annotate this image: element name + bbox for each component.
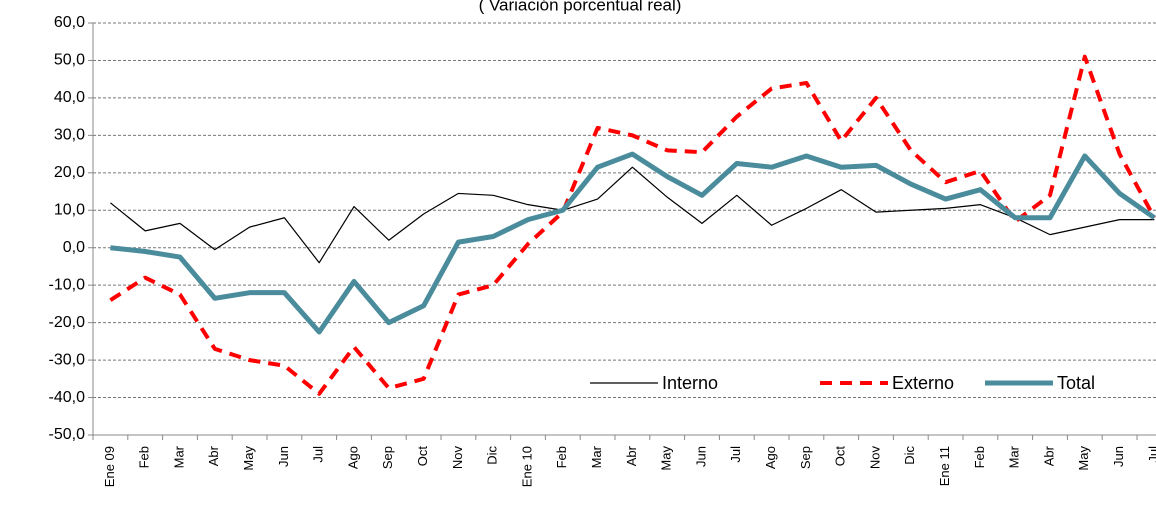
series-line (109, 54, 1156, 396)
x-tick-label: Mar (589, 445, 604, 468)
y-tick-label: -50,0 (49, 426, 86, 443)
y-tick-label: 20,0 (54, 164, 85, 181)
x-tick-label: Jul (311, 446, 326, 463)
y-tick-label: 30,0 (54, 127, 85, 144)
x-tick-label: Ene 10 (519, 446, 534, 487)
x-tick-label: Abr (206, 445, 221, 466)
x-tick-label: Jun (693, 446, 708, 467)
y-tick-label: -20,0 (49, 314, 86, 331)
x-tick-label: Feb (554, 446, 569, 468)
x-tick-label: Jul (1146, 446, 1156, 463)
x-tick-label: Sep (380, 446, 395, 469)
x-tick-label: Mar (171, 445, 186, 468)
legend-label: Externo (892, 373, 954, 393)
y-tick-label: 0,0 (63, 239, 85, 256)
x-tick-label: May (1076, 446, 1091, 471)
x-tick-label: May (659, 446, 674, 471)
x-tick-label: Mar (1007, 445, 1022, 468)
x-tick-label: May (241, 446, 256, 471)
x-tick-label: Oct (415, 446, 430, 467)
x-tick-label: Jun (276, 446, 291, 467)
x-tick-label: Feb (972, 446, 987, 468)
x-tick-label: Ene 11 (937, 446, 952, 486)
y-tick-label: 50,0 (54, 52, 85, 69)
y-tick-label: 60,0 (54, 14, 85, 31)
x-tick-label: Ago (345, 446, 360, 469)
legend-label: Interno (662, 373, 718, 393)
x-tick-label: Dic (485, 446, 500, 465)
x-tick-label: Nov (450, 446, 465, 470)
y-tick-label: 40,0 (54, 89, 85, 106)
series-line (110, 166, 1155, 264)
chart-subtitle: ( Variación porcentual real) (479, 0, 682, 14)
y-tick-label: -10,0 (49, 276, 86, 293)
y-tick-label: -40,0 (49, 389, 86, 406)
x-tick-label: Abr (624, 445, 639, 466)
x-tick-label: Sep (798, 446, 813, 469)
x-tick-label: Feb (137, 446, 152, 468)
x-tick-label: Oct (833, 446, 848, 467)
x-tick-label: Jun (1111, 446, 1126, 467)
series-line (110, 151, 1156, 335)
y-tick-label: -30,0 (49, 351, 86, 368)
x-tick-label: Dic (902, 446, 917, 465)
x-tick-label: Nov (867, 446, 882, 470)
legend-label: Total (1057, 373, 1095, 393)
x-tick-label: Jul (728, 446, 743, 463)
x-tick-label: Ago (763, 446, 778, 469)
x-tick-label: Abr (1041, 445, 1056, 466)
x-tick-label: Ene 09 (102, 446, 117, 487)
y-tick-label: 10,0 (54, 201, 85, 218)
